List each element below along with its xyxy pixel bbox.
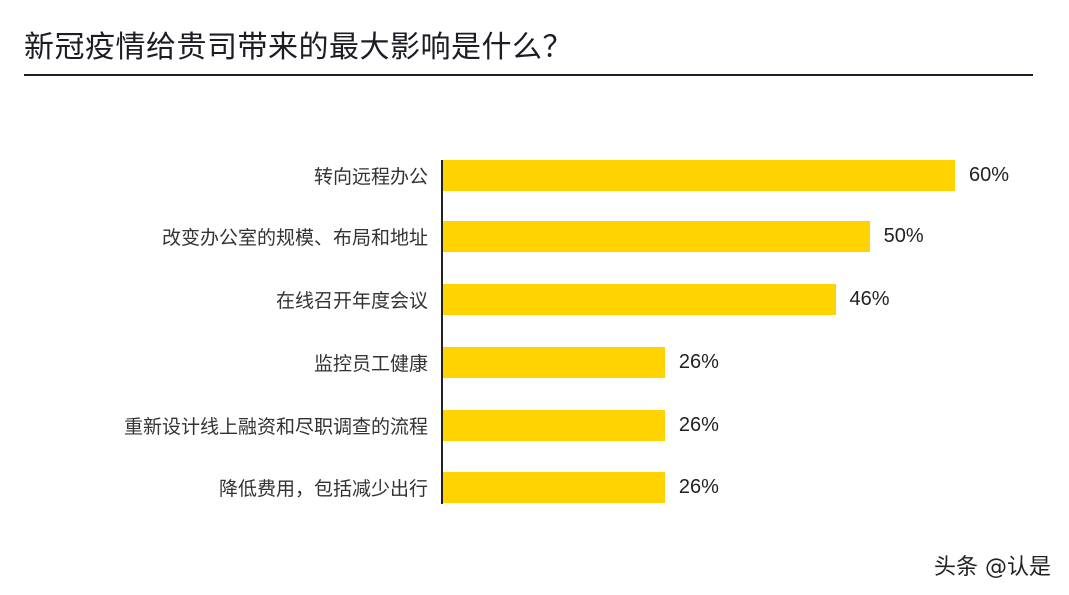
value-label: 46% — [849, 288, 890, 310]
value-label: 26% — [678, 476, 719, 498]
bar — [443, 472, 665, 503]
value-label: 26% — [678, 351, 719, 373]
value-label: 50% — [883, 225, 924, 247]
category-label: 转向远程办公 — [313, 166, 428, 188]
category-label: 降低费用，包括减少出行 — [218, 478, 428, 500]
bar-row: 重新设计线上融资和尽职调查的流程 26% — [0, 410, 1069, 441]
bar-row: 转向远程办公 60% — [0, 160, 1069, 191]
bar — [443, 284, 836, 315]
value-label: 60% — [969, 164, 1010, 186]
category-label: 重新设计线上融资和尽职调查的流程 — [123, 416, 428, 438]
category-label: 监控员工健康 — [313, 353, 428, 375]
bar — [443, 410, 665, 441]
y-axis-line — [441, 160, 443, 504]
value-label: 26% — [678, 414, 719, 436]
title-divider — [24, 74, 1033, 76]
bar-row: 监控员工健康 26% — [0, 347, 1069, 378]
bar — [443, 160, 955, 191]
category-label: 在线召开年度会议 — [275, 290, 428, 312]
bar-row: 在线召开年度会议 46% — [0, 284, 1069, 315]
bar — [443, 347, 665, 378]
chart-title: 新冠疫情给贵司带来的最大影响是什么？ — [24, 30, 573, 65]
bar-row: 改变办公室的规模、布局和地址 50% — [0, 221, 1069, 252]
category-label: 改变办公室的规模、布局和地址 — [161, 227, 428, 249]
bar-row: 降低费用，包括减少出行 26% — [0, 472, 1069, 503]
bar — [443, 221, 870, 252]
watermark: 头条 @认是 — [934, 555, 1051, 580]
